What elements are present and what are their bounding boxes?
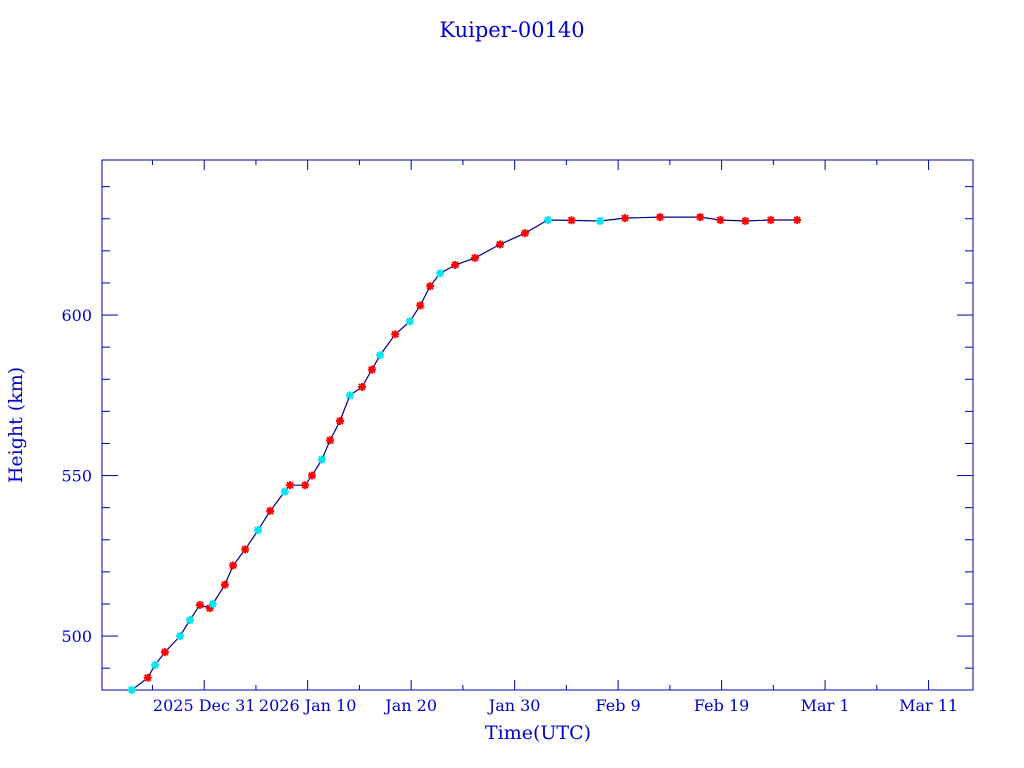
x-tick-label: Mar 1: [801, 696, 850, 715]
y-axis-label: Height (km): [5, 367, 27, 483]
data-point-marker: [567, 216, 576, 225]
x-tick-label: Mar 11: [899, 696, 958, 715]
data-point-marker: [716, 216, 725, 225]
data-point-marker: [280, 487, 289, 496]
series-line: [131, 216, 798, 691]
y-tick-label: 550: [61, 467, 92, 486]
data-point-marker: [285, 481, 294, 490]
data-point-marker: [426, 282, 435, 291]
data-point-marker: [301, 481, 310, 490]
x-tick-label: 2025 Dec 31: [153, 696, 256, 715]
data-point-marker: [596, 216, 605, 225]
data-point-marker: [208, 599, 217, 608]
data-point-marker: [176, 632, 185, 641]
data-point-marker: [470, 253, 479, 262]
data-point-marker: [143, 673, 152, 682]
chart-title: Kuiper-00140: [439, 18, 584, 42]
data-point-marker: [195, 600, 204, 609]
x-tick-label: Feb 19: [694, 696, 749, 715]
y-tick-label: 600: [61, 306, 92, 325]
x-tick-label: Feb 9: [596, 696, 641, 715]
data-point-marker: [741, 216, 750, 225]
data-point-marker: [520, 229, 529, 238]
data-point-marker: [416, 301, 425, 310]
data-point-marker: [376, 351, 385, 360]
data-point-marker: [436, 269, 445, 278]
data-point-marker: [254, 526, 263, 535]
data-point-marker: [766, 216, 775, 225]
series: [127, 213, 802, 694]
data-point-marker: [336, 416, 345, 425]
data-point-marker: [185, 616, 194, 625]
data-point-marker: [405, 317, 414, 326]
data-point-marker: [358, 382, 367, 391]
data-point-marker: [317, 455, 326, 464]
data-point-marker: [220, 580, 229, 589]
data-point-marker: [495, 240, 504, 249]
x-tick-label: 2026 Jan 10: [259, 696, 357, 715]
x-tick-label: Jan 30: [487, 696, 541, 715]
data-point-marker: [127, 686, 136, 694]
x-axis-label: Time(UTC): [485, 722, 591, 744]
data-point-marker: [266, 506, 275, 515]
data-point-marker: [696, 213, 705, 222]
data-point-marker: [307, 471, 316, 480]
data-point-marker: [160, 648, 169, 657]
data-point-marker: [451, 260, 460, 269]
data-point-marker: [391, 330, 400, 339]
data-point-marker: [345, 391, 354, 400]
data-point-marker: [793, 216, 802, 225]
data-point-marker: [621, 214, 630, 223]
data-point-marker: [326, 436, 335, 445]
ticks: 2025 Dec 31 2026 Jan 10 Jan 20 Jan 30 Feb 9 F…: [61, 160, 973, 715]
data-point-marker: [655, 213, 664, 222]
data-point-marker: [543, 216, 552, 225]
plot-frame: [101, 159, 974, 691]
y-tick-label: 500: [61, 627, 92, 646]
data-point-marker: [229, 561, 238, 570]
x-tick-label: Jan 20: [383, 696, 437, 715]
data-point-marker: [151, 660, 160, 669]
data-point-marker: [241, 545, 250, 554]
data-point-marker: [367, 365, 376, 374]
